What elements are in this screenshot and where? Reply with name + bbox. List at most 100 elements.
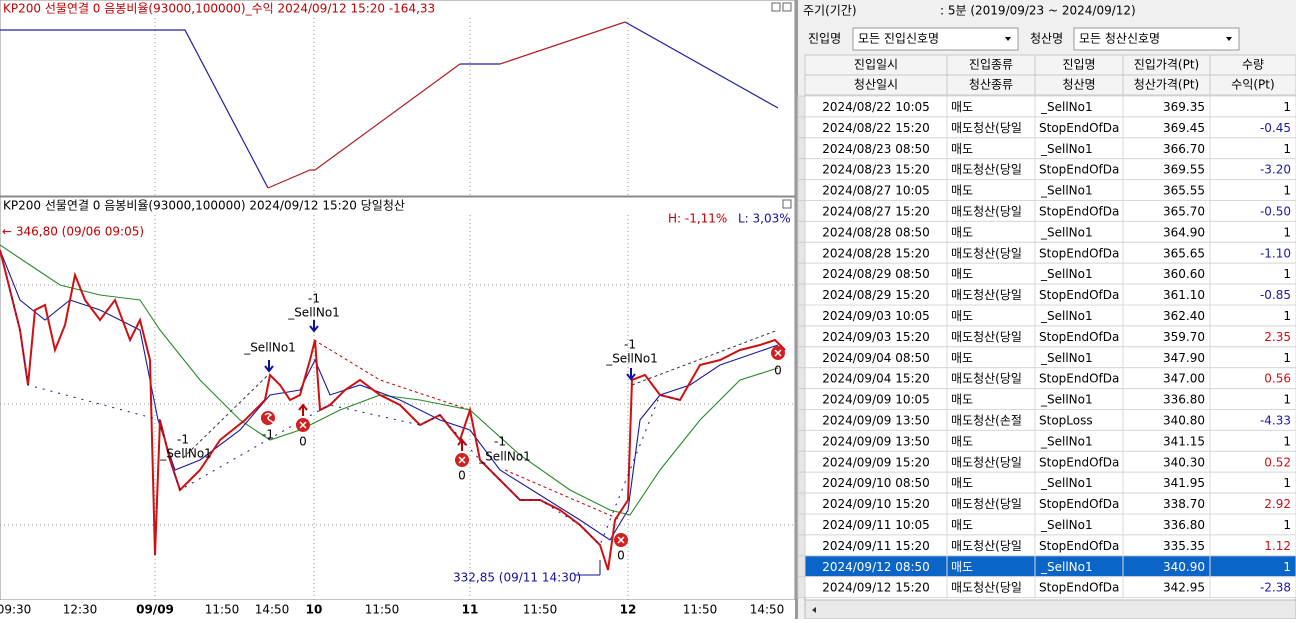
table-cell: 365.65 — [1163, 246, 1205, 260]
price-line — [0, 249, 786, 571]
table-cell: _SellNo1 — [1040, 267, 1093, 281]
table-cell: StopEndOfDa — [1039, 330, 1119, 344]
table-cell: 매도청산(당일 — [951, 581, 1022, 595]
panel-button[interactable] — [782, 199, 792, 209]
row-handle — [797, 409, 806, 431]
x-tick-label: 11:50 — [365, 603, 400, 617]
equity-line — [624, 21, 779, 109]
table-cell: 1 — [1283, 309, 1291, 323]
table-cell: 2024/08/29 08:50 — [822, 267, 930, 281]
header-cell: 수익(Pt) — [1231, 78, 1274, 92]
table-cell: 361.10 — [1163, 288, 1205, 302]
row-handle — [797, 158, 806, 181]
table-cell: 매도청산(손절 — [951, 413, 1022, 427]
table-cell: 336.80 — [1163, 393, 1205, 407]
table-cell: 2024/09/12 15:20 — [822, 581, 930, 595]
table-cell: 매도청산(당일 — [951, 372, 1022, 386]
table-cell: StopEndOfDa — [1039, 246, 1119, 260]
table-cell: 366.70 — [1163, 142, 1205, 156]
table-cell: 335.35 — [1163, 539, 1205, 553]
panel-button[interactable] — [782, 2, 792, 12]
table-cell: StopEndOfDa — [1039, 455, 1119, 469]
table-cell: _SellNo1 — [1040, 309, 1093, 323]
exit-filter-label: 청산명 — [1030, 32, 1063, 46]
table-cell: 341.15 — [1163, 434, 1205, 448]
price-title: KP200 선물연결 0 음봉비율(93000,100000) 2024/09/… — [3, 199, 405, 213]
x-tick-label: 10 — [306, 603, 323, 617]
row-handle — [797, 116, 806, 139]
row-handle — [797, 95, 806, 118]
row-handle — [797, 450, 806, 473]
row-handle — [797, 534, 806, 557]
row-handle — [797, 200, 806, 222]
table-cell: 매도 — [951, 351, 973, 365]
equity-line — [267, 63, 461, 189]
scrollbar[interactable] — [804, 599, 1296, 620]
row-handle — [797, 241, 806, 264]
table-cell: 369.35 — [1163, 100, 1205, 114]
table-cell: 매도 — [951, 393, 973, 407]
table-cell: 347.90 — [1163, 351, 1205, 365]
table-cell: 매도청산(당일 — [951, 121, 1022, 135]
table-cell: 2024/08/23 08:50 — [822, 142, 930, 156]
row-handle — [797, 179, 806, 202]
table-cell: 2024/09/09 13:50 — [822, 413, 930, 427]
row-handle — [797, 367, 806, 390]
table-cell: 365.55 — [1163, 184, 1205, 198]
table-cell: -0.45 — [1260, 121, 1291, 135]
panel-button[interactable] — [771, 2, 781, 12]
table-cell: -0.85 — [1260, 288, 1291, 302]
table-cell: 매도 — [951, 518, 973, 532]
table-cell: 360.60 — [1163, 267, 1205, 281]
table-cell: 0.56 — [1264, 372, 1291, 386]
row-handle — [797, 262, 806, 285]
table-cell: 1 — [1283, 393, 1291, 407]
table-cell: 매도 — [951, 434, 973, 448]
table-cell: 2024/09/09 15:20 — [822, 455, 930, 469]
table-cell: _SellNo1 — [1040, 434, 1093, 448]
row-handle — [797, 429, 806, 452]
exit-filter[interactable] — [1073, 27, 1240, 51]
dropdown-arrow — [1226, 37, 1232, 41]
table-cell: 매도 — [951, 476, 973, 490]
table-cell: 364.90 — [1163, 225, 1205, 239]
table-cell: _SellNo1 — [1040, 518, 1093, 532]
signal-label: _SellNo1 — [605, 352, 658, 366]
row-handle — [797, 471, 806, 494]
exit-arrow — [457, 438, 467, 451]
table-cell: _SellNo1 — [1040, 225, 1093, 239]
row-handle — [797, 220, 806, 243]
table-cell: 매도청산(당일 — [951, 246, 1022, 260]
header-cell: 진입명 — [1062, 58, 1095, 72]
table-cell: 매도청산(당일 — [951, 497, 1022, 511]
high-marker: ← 346,80 (09/06 09:05) — [2, 225, 144, 239]
table-cell: 336.80 — [1163, 518, 1205, 532]
x-tick-label: 11:50 — [683, 603, 718, 617]
trade-line — [631, 329, 779, 386]
row-handle — [797, 325, 806, 348]
table-cell: 1 — [1283, 100, 1291, 114]
table-cell: StopEndOfDa — [1039, 539, 1119, 553]
icon-glyph — [264, 349, 782, 544]
table-cell: _SellNo1 — [1040, 560, 1093, 574]
table-cell: StopEndOfDa — [1039, 497, 1119, 511]
table-cell: 2024/09/12 08:50 — [822, 560, 930, 574]
table-cell: 2.92 — [1264, 497, 1291, 511]
period-value: : 5분 (2019/09/23 ~ 2024/09/12) — [940, 4, 1136, 18]
row-handle — [797, 388, 806, 411]
scroll-arrow[interactable] — [812, 607, 816, 613]
entry-filter[interactable] — [852, 27, 1019, 51]
trade-line — [313, 339, 471, 411]
table-cell: 1 — [1283, 184, 1291, 198]
table-cell: -1.10 — [1260, 246, 1291, 260]
signal-label: 0 — [617, 549, 625, 563]
x-tick-label: 11:50 — [205, 603, 240, 617]
x-tick-label: 11 — [462, 603, 479, 617]
x-tick-label: 09:30 — [0, 603, 31, 617]
table-cell: 365.70 — [1163, 204, 1205, 218]
exit-arrow — [298, 403, 308, 416]
table-cell: _SellNo1 — [1040, 393, 1093, 407]
splitter[interactable] — [795, 0, 798, 619]
table-cell: 2024/08/28 08:50 — [822, 225, 930, 239]
signal-label: _SellNo1 — [159, 447, 212, 461]
